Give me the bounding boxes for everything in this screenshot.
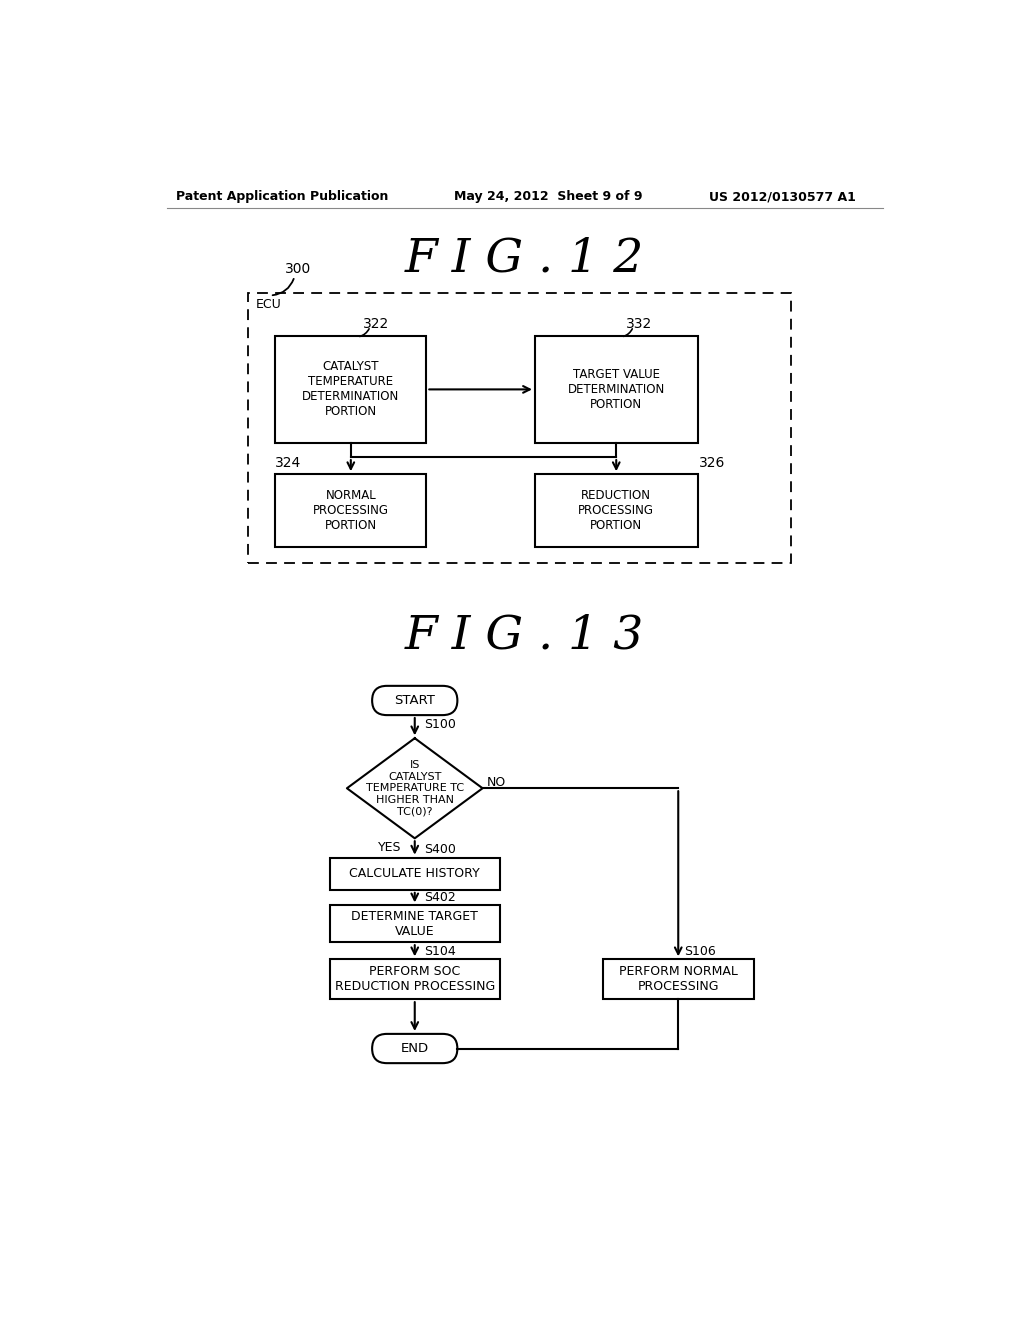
FancyBboxPatch shape xyxy=(275,474,426,548)
Text: S104: S104 xyxy=(424,945,456,958)
Text: S106: S106 xyxy=(684,945,716,958)
Text: NO: NO xyxy=(487,776,507,788)
Text: IS
CATALYST
TEMPERATURE TC
HIGHER THAN
TC(0)?: IS CATALYST TEMPERATURE TC HIGHER THAN T… xyxy=(366,760,464,817)
Text: 326: 326 xyxy=(699,455,726,470)
FancyBboxPatch shape xyxy=(372,1034,458,1063)
Text: Patent Application Publication: Patent Application Publication xyxy=(176,190,388,203)
FancyBboxPatch shape xyxy=(330,858,500,890)
Text: DETERMINE TARGET
VALUE: DETERMINE TARGET VALUE xyxy=(351,909,478,937)
Text: F I G . 1 2: F I G . 1 2 xyxy=(406,236,644,281)
FancyBboxPatch shape xyxy=(275,335,426,444)
Text: END: END xyxy=(400,1041,429,1055)
Text: 322: 322 xyxy=(362,317,389,331)
Text: S402: S402 xyxy=(424,891,456,904)
Text: F I G . 1 3: F I G . 1 3 xyxy=(406,614,644,659)
Text: US 2012/0130577 A1: US 2012/0130577 A1 xyxy=(710,190,856,203)
FancyBboxPatch shape xyxy=(330,960,500,999)
Text: ECU: ECU xyxy=(256,298,282,312)
Text: 300: 300 xyxy=(286,261,311,276)
Text: PERFORM NORMAL
PROCESSING: PERFORM NORMAL PROCESSING xyxy=(618,965,737,993)
FancyBboxPatch shape xyxy=(535,474,697,548)
FancyBboxPatch shape xyxy=(603,960,754,999)
Text: May 24, 2012  Sheet 9 of 9: May 24, 2012 Sheet 9 of 9 xyxy=(454,190,642,203)
Text: 324: 324 xyxy=(275,455,301,470)
Text: S100: S100 xyxy=(424,718,456,731)
Text: YES: YES xyxy=(378,841,401,854)
Text: NORMAL
PROCESSING
PORTION: NORMAL PROCESSING PORTION xyxy=(312,490,389,532)
Text: 332: 332 xyxy=(626,317,652,331)
Text: PERFORM SOC
REDUCTION PROCESSING: PERFORM SOC REDUCTION PROCESSING xyxy=(335,965,495,993)
FancyBboxPatch shape xyxy=(330,906,500,942)
Text: CATALYST
TEMPERATURE
DETERMINATION
PORTION: CATALYST TEMPERATURE DETERMINATION PORTI… xyxy=(302,360,399,418)
FancyBboxPatch shape xyxy=(372,686,458,715)
Text: S400: S400 xyxy=(424,843,456,857)
FancyBboxPatch shape xyxy=(535,335,697,444)
Text: CALCULATE HISTORY: CALCULATE HISTORY xyxy=(349,867,480,880)
FancyBboxPatch shape xyxy=(248,293,791,562)
Text: START: START xyxy=(394,694,435,708)
Text: TARGET VALUE
DETERMINATION
PORTION: TARGET VALUE DETERMINATION PORTION xyxy=(567,368,665,411)
Text: REDUCTION
PROCESSING
PORTION: REDUCTION PROCESSING PORTION xyxy=(579,490,654,532)
